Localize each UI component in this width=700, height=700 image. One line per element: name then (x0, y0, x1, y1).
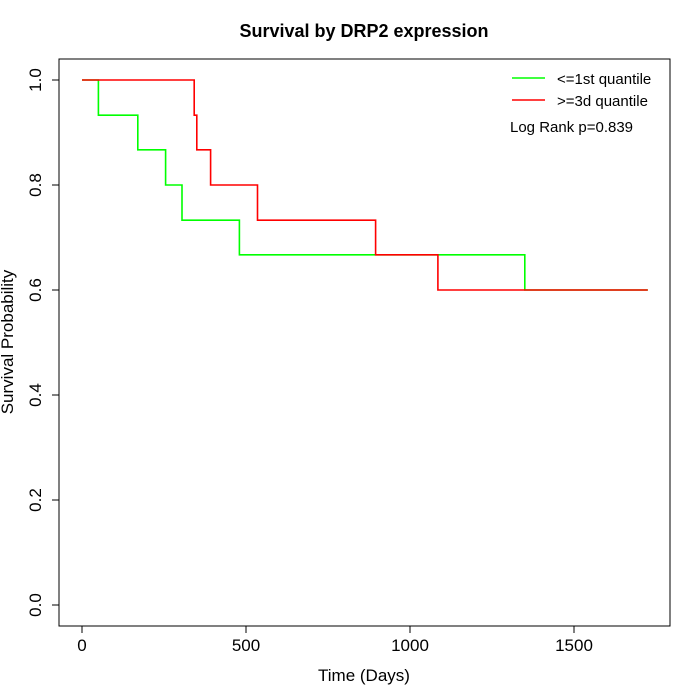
legend-label-low: <=1st quantile (557, 71, 651, 88)
x-tick-label: 500 (232, 636, 260, 655)
chart-title: Survival by DRP2 expression (239, 21, 488, 41)
x-axis: 0 500 1000 1500 (77, 625, 593, 655)
x-tick-label: 0 (77, 636, 86, 655)
series-line-high (82, 79, 648, 291)
y-tick-label: 0.2 (26, 488, 45, 512)
y-tick-label: 0.6 (26, 278, 45, 302)
y-tick-label: 0.0 (26, 593, 45, 617)
legend: <=1st quantile >=3d quantile (512, 71, 651, 110)
legend-label-high: >=3d quantile (557, 93, 648, 110)
y-tick-label: 0.8 (26, 173, 45, 197)
plot-frame (58, 58, 671, 627)
y-axis-label: Survival Probability (0, 269, 17, 414)
x-axis-label: Time (Days) (318, 666, 410, 685)
y-tick-label: 1.0 (26, 68, 45, 92)
y-axis: 0.0 0.2 0.4 0.6 0.8 1.0 (26, 68, 60, 617)
series-group (82, 79, 648, 291)
x-tick-label: 1000 (391, 636, 429, 655)
logrank-annotation: Log Rank p=0.839 (510, 119, 633, 136)
series-line-low (82, 79, 648, 291)
x-tick-label: 1500 (555, 636, 593, 655)
y-tick-label: 0.4 (26, 383, 45, 407)
